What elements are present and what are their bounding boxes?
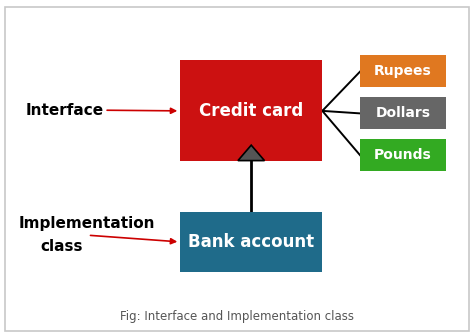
- Polygon shape: [238, 145, 264, 161]
- FancyBboxPatch shape: [180, 60, 322, 161]
- Text: Fig: Interface and Implementation class: Fig: Interface and Implementation class: [120, 309, 354, 323]
- FancyBboxPatch shape: [360, 139, 446, 171]
- Text: Bank account: Bank account: [188, 233, 314, 251]
- FancyBboxPatch shape: [360, 97, 446, 129]
- Text: class: class: [40, 240, 83, 254]
- FancyBboxPatch shape: [360, 55, 446, 87]
- Text: Credit card: Credit card: [199, 102, 303, 120]
- Text: Rupees: Rupees: [374, 65, 432, 78]
- Text: Dollars: Dollars: [375, 107, 430, 120]
- Text: Interface: Interface: [26, 103, 104, 118]
- FancyBboxPatch shape: [180, 212, 322, 272]
- Text: Implementation: Implementation: [19, 216, 155, 231]
- Text: Pounds: Pounds: [374, 149, 432, 162]
